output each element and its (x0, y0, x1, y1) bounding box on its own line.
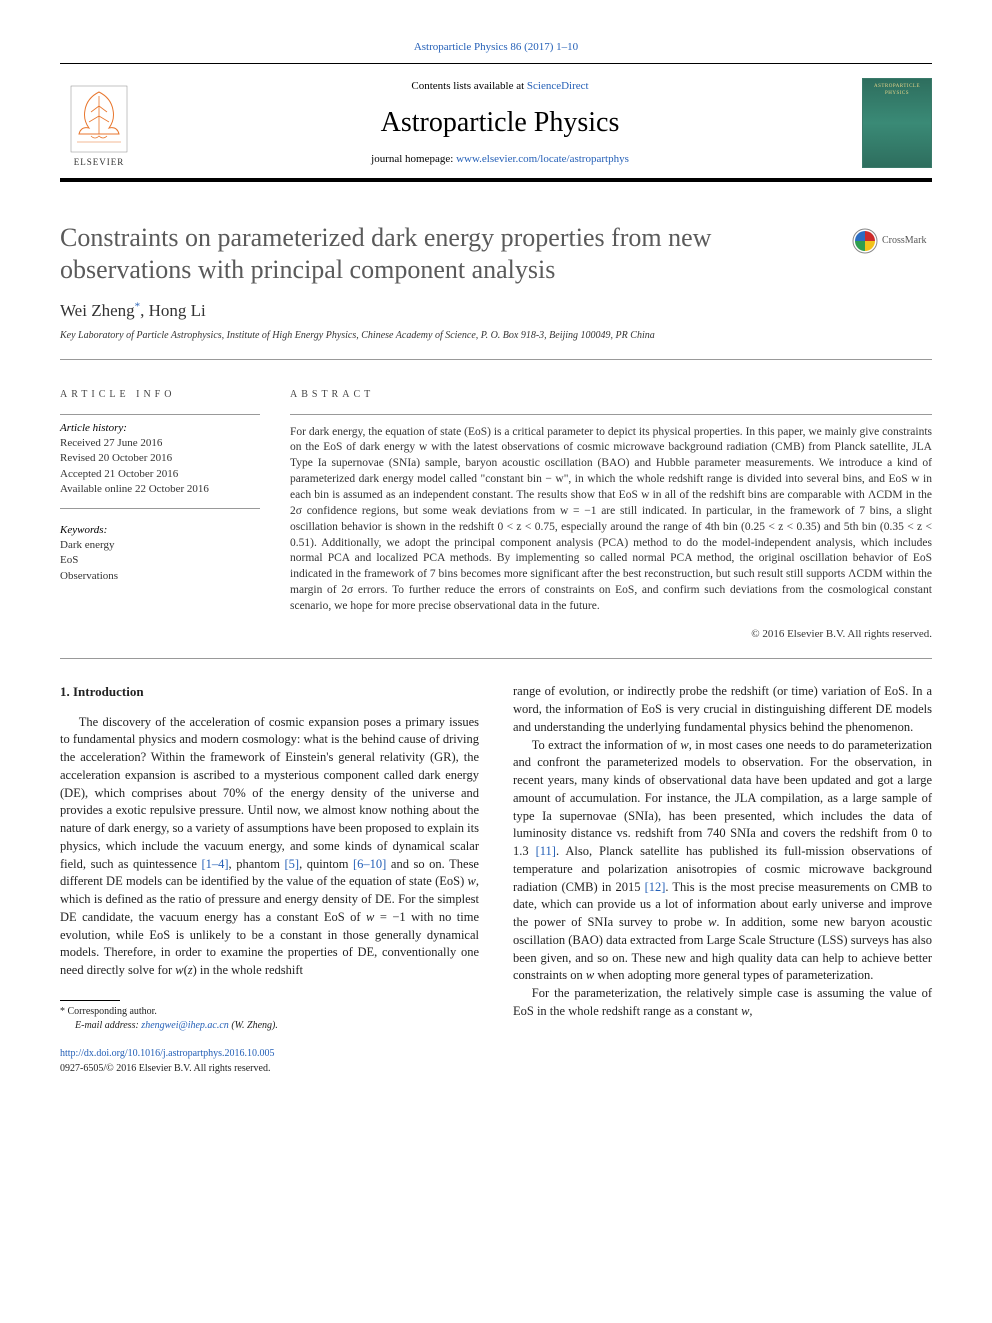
keywords-label: Keywords: (60, 523, 260, 538)
intro-para-1-cont: range of evolution, or indirectly probe … (513, 683, 932, 736)
corr-author-label: * Corresponding author. (60, 1005, 479, 1019)
sciencedirect-link[interactable]: ScienceDirect (527, 80, 589, 92)
keyword-2: EoS (60, 553, 260, 568)
citation-link[interactable]: Astroparticle Physics 86 (2017) 1–10 (414, 41, 578, 53)
doi-link[interactable]: http://dx.doi.org/10.1016/j.astropartphy… (60, 1048, 275, 1059)
keyword-1: Dark energy (60, 538, 260, 553)
journal-title: Astroparticle Physics (138, 103, 862, 142)
elsevier-logo: ELSEVIER (60, 78, 138, 168)
author-rest: , Hong Li (140, 301, 206, 320)
abstract-col: ABSTRACT For dark energy, the equation o… (290, 388, 932, 643)
history-revised: Revised 20 October 2016 (60, 451, 260, 466)
history-received: Received 27 June 2016 (60, 436, 260, 451)
affiliation: Key Laboratory of Particle Astrophysics,… (60, 329, 932, 343)
paper-title: Constraints on parameterized dark energy… (60, 222, 832, 284)
abstract-rule (290, 414, 932, 415)
ref-link-12[interactable]: [12] (645, 880, 666, 894)
issn-copyright: 0927-6505/© 2016 Elsevier B.V. All right… (60, 1063, 270, 1074)
email-label: E-mail address: (75, 1020, 141, 1031)
title-block: Constraints on parameterized dark energy… (60, 222, 932, 284)
journal-cover-label: ASTROPARTICLE PHYSICS (863, 79, 931, 97)
crossmark-badge[interactable]: CrossMark (852, 228, 932, 254)
body-col-right: range of evolution, or indirectly probe … (513, 683, 932, 1075)
author-1: Wei Zheng (60, 301, 135, 320)
elsevier-tree-icon (69, 84, 129, 154)
rule-above-abstract (60, 359, 932, 360)
footer-rule (60, 1000, 120, 1001)
article-info-label: ARTICLE INFO (60, 388, 260, 402)
email-line: E-mail address: zhengwei@ihep.ac.cn (W. … (60, 1019, 479, 1033)
abstract-text: For dark energy, the equation of state (… (290, 425, 932, 615)
history-label: Article history: (60, 421, 260, 436)
email-suffix: (W. Zheng). (229, 1020, 278, 1031)
journal-header-band: ELSEVIER Contents lists available at Sci… (60, 68, 932, 174)
header-center: Contents lists available at ScienceDirec… (138, 79, 862, 167)
info-abstract-row: ARTICLE INFO Article history: Received 2… (60, 388, 932, 643)
history-accepted: Accepted 21 October 2016 (60, 467, 260, 482)
ref-link-6-10[interactable]: [6–10] (353, 857, 386, 871)
article-info-col: ARTICLE INFO Article history: Received 2… (60, 388, 260, 643)
footer-block: * Corresponding author. E-mail address: … (60, 1000, 479, 1076)
thick-rule (60, 178, 932, 182)
abstract-label: ABSTRACT (290, 388, 932, 402)
journal-cover-thumb: ASTROPARTICLE PHYSICS (862, 78, 932, 168)
intro-para-1: The discovery of the acceleration of cos… (60, 714, 479, 980)
info-rule (60, 414, 260, 415)
citation-header: Astroparticle Physics 86 (2017) 1–10 (60, 40, 932, 55)
elsevier-label: ELSEVIER (74, 156, 125, 169)
ref-link-11[interactable]: [11] (536, 844, 556, 858)
info-rule-2 (60, 508, 260, 509)
body-col-left: 1. Introduction The discovery of the acc… (60, 683, 479, 1075)
homepage-link[interactable]: www.elsevier.com/locate/astropartphys (456, 153, 629, 165)
top-rule (60, 63, 932, 64)
contents-prefix: Contents lists available at (411, 80, 526, 92)
abstract-copyright: © 2016 Elsevier B.V. All rights reserved… (290, 627, 932, 642)
ref-link-5[interactable]: [5] (285, 857, 300, 871)
body-columns: 1. Introduction The discovery of the acc… (60, 683, 932, 1075)
keyword-3: Observations (60, 569, 260, 584)
contents-line: Contents lists available at ScienceDirec… (138, 79, 862, 94)
section-heading-intro: 1. Introduction (60, 683, 479, 701)
history-online: Available online 22 October 2016 (60, 482, 260, 497)
crossmark-icon (852, 228, 878, 254)
homepage-line: journal homepage: www.elsevier.com/locat… (138, 152, 862, 167)
homepage-prefix: journal homepage: (371, 153, 456, 165)
ref-link-1-4[interactable]: [1–4] (201, 857, 228, 871)
doi-block: http://dx.doi.org/10.1016/j.astropartphy… (60, 1047, 479, 1075)
email-link[interactable]: zhengwei@ihep.ac.cn (141, 1020, 229, 1031)
authors: Wei Zheng*, Hong Li (60, 299, 932, 323)
intro-para-3: For the parameterization, the relatively… (513, 985, 932, 1021)
crossmark-label: CrossMark (882, 234, 926, 248)
intro-para-2: To extract the information of w, in most… (513, 737, 932, 986)
rule-below-abstract (60, 658, 932, 659)
